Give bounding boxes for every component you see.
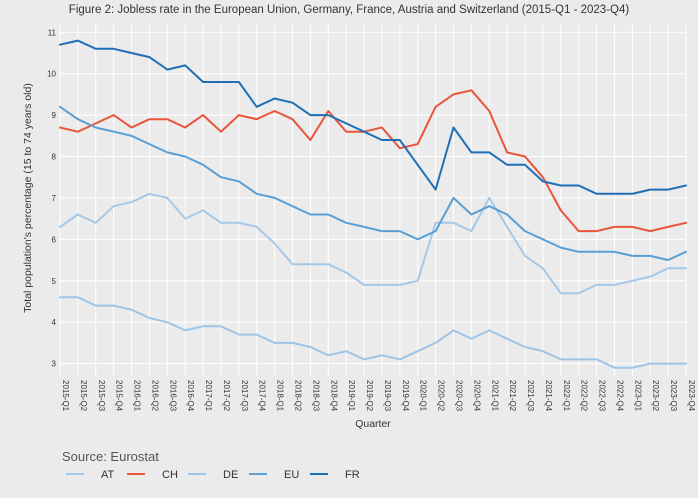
x-tick-label: 2020-Q2 xyxy=(437,380,446,412)
grid xyxy=(59,24,687,376)
x-tick-label: 2022-Q1 xyxy=(562,380,571,412)
chart-title: Figure 2: Jobless rate in the European U… xyxy=(69,4,630,16)
source-note: Source: Eurostat xyxy=(62,449,159,464)
x-tick-label: 2019-Q4 xyxy=(401,380,410,412)
x-tick-label: 2018-Q1 xyxy=(276,380,285,412)
x-axis-title: Quarter xyxy=(355,418,391,430)
series-line-at xyxy=(59,192,687,295)
x-tick-label: 2015-Q3 xyxy=(97,380,106,412)
x-tick-label: 2015-Q1 xyxy=(61,380,70,412)
legend-label-de: DE xyxy=(223,469,238,481)
y-tick-label: 10 xyxy=(47,70,56,79)
x-tick-label: 2016-Q2 xyxy=(150,380,159,412)
x-tick-label: 2020-Q1 xyxy=(419,380,428,412)
y-tick-label: 6 xyxy=(52,235,57,244)
series-lines xyxy=(59,39,687,369)
x-tick-label: 2023-Q3 xyxy=(669,380,678,412)
series-line-ch xyxy=(59,89,687,233)
x-tick-label: 2022-Q2 xyxy=(580,380,589,412)
y-tick-label: 3 xyxy=(52,360,57,369)
x-tick-label: 2015-Q2 xyxy=(79,380,88,412)
plot-area xyxy=(60,24,686,376)
y-tick-label: 7 xyxy=(52,194,57,203)
legend-label-eu: EU xyxy=(284,469,299,481)
y-tick-label: 5 xyxy=(52,277,57,286)
series-line-fr xyxy=(59,39,687,195)
x-tick-label: 2017-Q3 xyxy=(240,380,249,412)
y-tick-label: 8 xyxy=(52,153,57,162)
legend-label-ch: CH xyxy=(162,469,178,481)
x-tick-label: 2019-Q1 xyxy=(347,380,356,412)
x-tick-label: 2023-Q1 xyxy=(633,380,642,412)
y-axis-title: Total population's percentage (15 to 74 … xyxy=(22,83,34,313)
x-tick-label: 2021-Q1 xyxy=(490,380,499,412)
series-line-eu xyxy=(59,105,687,261)
legend-label-at: AT xyxy=(101,469,115,481)
x-tick-label: 2018-Q4 xyxy=(329,380,338,412)
x-axis-ticks: 2015-Q1 2015-Q2 2015-Q3 2015-Q4 2016-Q1 2016-… xyxy=(61,380,696,412)
x-tick-label: 2017-Q2 xyxy=(222,380,231,412)
x-tick-label: 2017-Q4 xyxy=(258,380,267,412)
x-tick-label: 2016-Q4 xyxy=(186,380,195,412)
x-tick-label: 2016-Q1 xyxy=(133,380,142,412)
x-tick-label: 2021-Q4 xyxy=(544,380,553,412)
series-line-de xyxy=(59,296,687,369)
y-tick-label: 11 xyxy=(48,28,57,37)
x-tick-label: 2022-Q3 xyxy=(598,380,607,412)
y-tick-label: 4 xyxy=(52,318,57,327)
x-tick-label: 2021-Q3 xyxy=(526,380,535,412)
x-tick-label: 2021-Q2 xyxy=(508,380,517,412)
y-tick-label: 9 xyxy=(52,111,57,120)
y-axis-ticks: 3 4 5 6 7 8 9 10 11 xyxy=(47,28,56,368)
x-tick-label: 2023-Q4 xyxy=(687,380,696,412)
x-tick-label: 2020-Q3 xyxy=(454,380,463,412)
plot-background xyxy=(60,24,686,376)
x-tick-label: 2017-Q1 xyxy=(204,380,213,412)
x-tick-label: 2023-Q2 xyxy=(651,380,660,412)
x-tick-label: 2019-Q3 xyxy=(383,380,392,412)
x-tick-label: 2020-Q4 xyxy=(472,380,481,412)
x-tick-label: 2019-Q2 xyxy=(365,380,374,412)
legend-label-fr: FR xyxy=(345,469,360,481)
x-tick-label: 2016-Q3 xyxy=(168,380,177,412)
legend: AT CH DE EU FR xyxy=(66,469,360,481)
x-tick-label: 2015-Q4 xyxy=(115,380,124,412)
x-tick-label: 2018-Q2 xyxy=(294,380,303,412)
x-tick-label: 2018-Q3 xyxy=(311,380,320,412)
x-tick-label: 2022-Q4 xyxy=(615,380,624,412)
